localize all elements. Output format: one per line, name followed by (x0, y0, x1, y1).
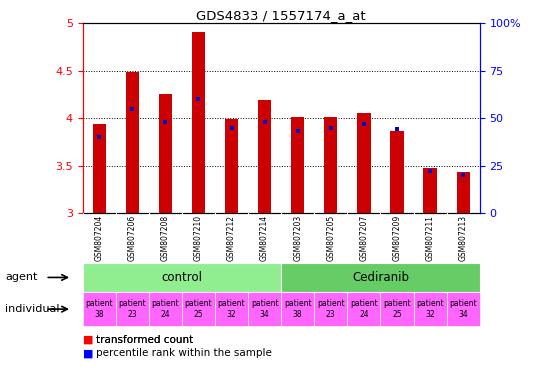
Text: ■: ■ (83, 335, 93, 345)
Bar (159, 94, 172, 213)
Text: percentile rank within the sample: percentile rank within the sample (96, 348, 272, 358)
Bar (248, 292, 281, 326)
Bar (192, 31, 205, 213)
Text: patient
24: patient 24 (151, 300, 179, 319)
Text: GSM807212: GSM807212 (227, 215, 236, 261)
Bar (126, 71, 139, 213)
Bar (281, 292, 314, 326)
Bar (225, 119, 238, 213)
Bar (215, 292, 248, 326)
Text: GSM807210: GSM807210 (194, 215, 203, 261)
Bar (116, 292, 149, 326)
Text: GSM807209: GSM807209 (392, 215, 401, 261)
Text: patient
38: patient 38 (284, 300, 311, 319)
Bar (258, 100, 271, 213)
Bar (149, 292, 182, 326)
Bar (83, 263, 281, 292)
Bar (457, 172, 470, 213)
Text: GSM807213: GSM807213 (459, 215, 467, 261)
Bar (423, 169, 437, 213)
Text: patient
32: patient 32 (217, 300, 245, 319)
Bar (83, 292, 116, 326)
Text: patient
25: patient 25 (383, 300, 411, 319)
Text: agent: agent (5, 272, 38, 283)
Bar (93, 124, 106, 213)
Bar (348, 292, 381, 326)
Text: transformed count: transformed count (96, 335, 193, 345)
Bar (414, 292, 447, 326)
Text: GSM807204: GSM807204 (95, 215, 103, 261)
Bar (314, 292, 348, 326)
Text: ■: ■ (83, 348, 93, 358)
Text: individual: individual (5, 304, 60, 314)
Bar (447, 292, 480, 326)
Text: Cediranib: Cediranib (352, 271, 409, 284)
Text: GSM807203: GSM807203 (293, 215, 302, 261)
Text: GSM807208: GSM807208 (161, 215, 170, 261)
Text: ■ transformed count: ■ transformed count (83, 335, 193, 345)
Text: control: control (161, 271, 203, 284)
Title: GDS4833 / 1557174_a_at: GDS4833 / 1557174_a_at (196, 9, 366, 22)
Text: GSM807211: GSM807211 (425, 215, 434, 261)
Text: GSM807206: GSM807206 (128, 215, 137, 261)
Text: GSM807205: GSM807205 (326, 215, 335, 261)
Bar (324, 117, 337, 213)
Bar (381, 292, 414, 326)
Bar (390, 131, 403, 213)
Text: patient
34: patient 34 (449, 300, 477, 319)
Text: patient
32: patient 32 (416, 300, 444, 319)
Bar (281, 263, 480, 292)
Text: patient
23: patient 23 (317, 300, 345, 319)
Text: GSM807207: GSM807207 (359, 215, 368, 261)
Bar (182, 292, 215, 326)
Text: patient
34: patient 34 (251, 300, 278, 319)
Bar (291, 117, 304, 213)
Text: patient
24: patient 24 (350, 300, 378, 319)
Text: patient
38: patient 38 (85, 300, 113, 319)
Text: patient
23: patient 23 (118, 300, 146, 319)
Text: patient
25: patient 25 (184, 300, 212, 319)
Text: GSM807214: GSM807214 (260, 215, 269, 261)
Bar (357, 113, 370, 213)
